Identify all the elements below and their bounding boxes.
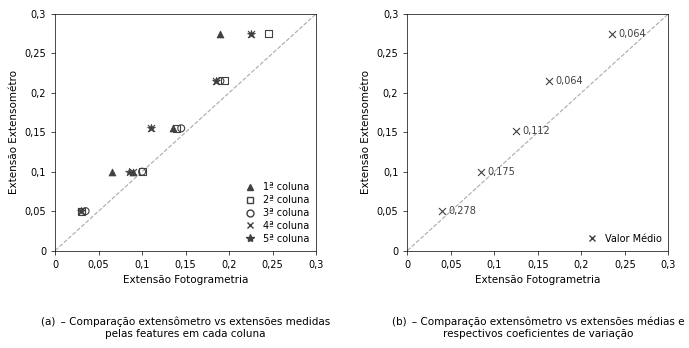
Point <box>437 208 448 214</box>
Legend: Valor Médio: Valor Médio <box>580 232 664 246</box>
3ª coluna <box>176 126 187 131</box>
5ª coluna <box>211 78 222 84</box>
4ª coluna <box>145 126 156 131</box>
Point <box>511 128 522 133</box>
4ª coluna <box>211 78 222 84</box>
Text: 0,278: 0,278 <box>449 206 476 216</box>
Text: 0,175: 0,175 <box>487 167 515 177</box>
Y-axis label: Extensão Extensométro: Extensão Extensométro <box>9 70 19 194</box>
Text: 0,064: 0,064 <box>618 29 646 39</box>
Point <box>606 31 617 37</box>
3ª coluna <box>80 208 91 214</box>
Legend: 1ª coluna, 2ª coluna, 3ª coluna, 4ª coluna, 5ª coluna: 1ª coluna, 2ª coluna, 3ª coluna, 4ª colu… <box>238 180 311 246</box>
5ª coluna <box>245 31 256 37</box>
1ª coluna <box>215 31 226 37</box>
2ª coluna <box>76 208 87 214</box>
1ª coluna <box>128 169 139 174</box>
Text: 0,112: 0,112 <box>522 126 550 136</box>
5ª coluna <box>76 208 87 214</box>
1ª coluna <box>167 126 178 131</box>
5ª coluna <box>123 169 134 174</box>
4ª coluna <box>128 169 139 174</box>
2ª coluna <box>219 78 230 84</box>
Y-axis label: Extensão Extensométro: Extensão Extensométro <box>361 70 371 194</box>
2ª coluna <box>172 126 183 131</box>
1ª coluna <box>106 169 117 174</box>
Text: (b) – Comparação extensômetro vs extensões médias e
respectivos coeficientes de : (b) – Comparação extensômetro vs extensõ… <box>391 317 684 339</box>
5ª coluna <box>145 126 156 131</box>
2ª coluna <box>263 31 274 37</box>
X-axis label: Extensão Fotogrametria: Extensão Fotogrametria <box>123 275 248 285</box>
Text: (a) – Comparação extensômetro vs extensões medidas
pelas features em cada coluna: (a) – Comparação extensômetro vs extensõ… <box>41 317 330 339</box>
Text: 0,064: 0,064 <box>555 76 583 86</box>
2ª coluna <box>136 169 147 174</box>
4ª coluna <box>245 31 256 37</box>
Point <box>544 78 555 84</box>
Point <box>476 170 487 175</box>
X-axis label: Extensão Fotogrametria: Extensão Fotogrametria <box>475 275 601 285</box>
3ª coluna <box>136 169 147 174</box>
4ª coluna <box>76 208 87 214</box>
3ª coluna <box>215 78 226 84</box>
